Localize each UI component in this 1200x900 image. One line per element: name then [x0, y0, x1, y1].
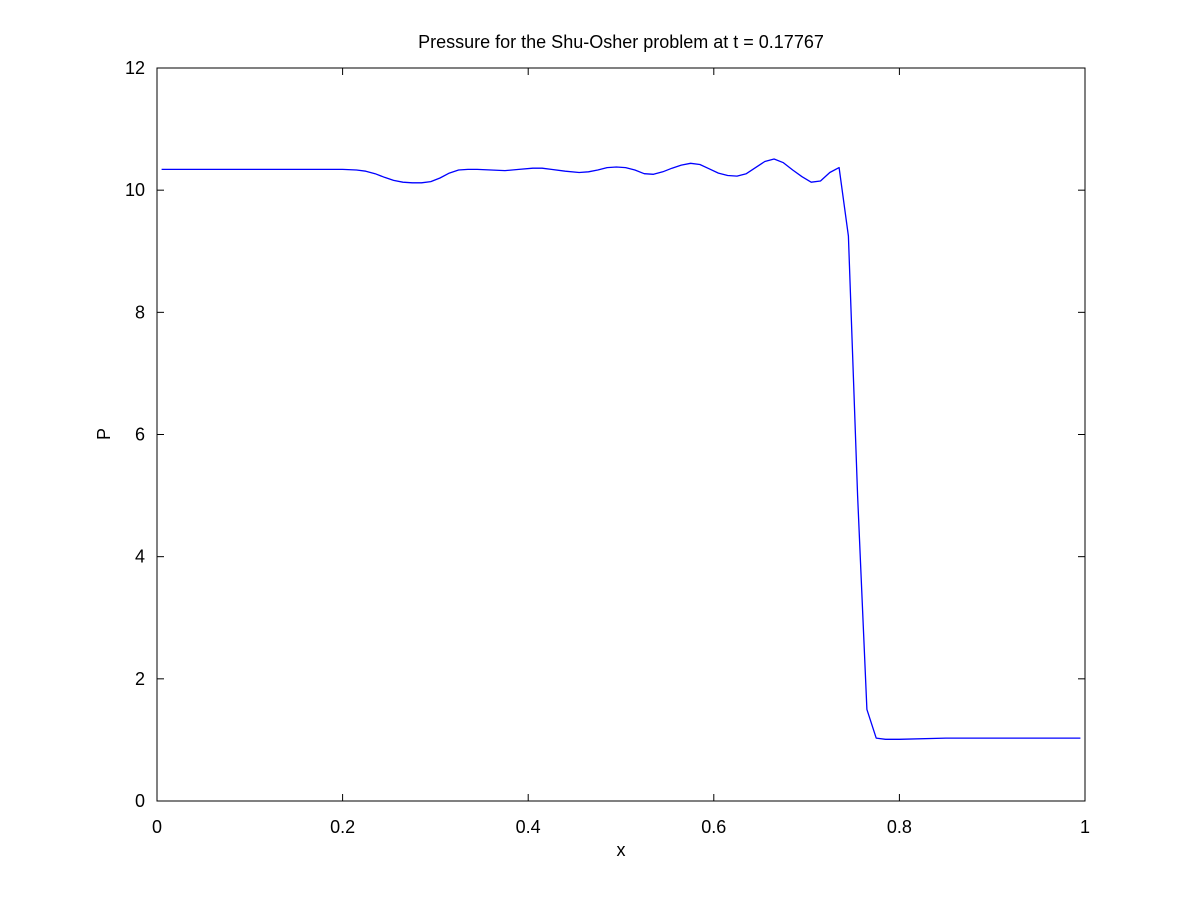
y-tick-label: 10: [125, 180, 145, 200]
y-tick-labels: 0 2 4 6 8 10 12: [125, 58, 145, 811]
y-axis-label: P: [94, 428, 114, 440]
x-tick-label: 0.4: [516, 817, 541, 837]
x-axis-label: x: [617, 840, 626, 860]
x-tick-label: 1: [1080, 817, 1090, 837]
x-tick-label: 0.6: [701, 817, 726, 837]
pressure-series-line: [161, 158, 1081, 740]
y-tick-label: 8: [135, 302, 145, 322]
y-tick-label: 4: [135, 547, 145, 567]
y-tick-label: 2: [135, 669, 145, 689]
data-series: [161, 158, 1081, 740]
x-tick-labels: 0 0.2 0.4 0.6 0.8 1: [152, 817, 1090, 837]
x-tick-label: 0.8: [887, 817, 912, 837]
x-tick-label: 0: [152, 817, 162, 837]
chart-title: Pressure for the Shu-Osher problem at t …: [418, 32, 824, 52]
axis-ticks: [156, 67, 1086, 802]
y-tick-label: 12: [125, 58, 145, 78]
y-tick-label: 0: [135, 791, 145, 811]
x-tick-label: 0.2: [330, 817, 355, 837]
y-tick-label: 6: [135, 425, 145, 445]
